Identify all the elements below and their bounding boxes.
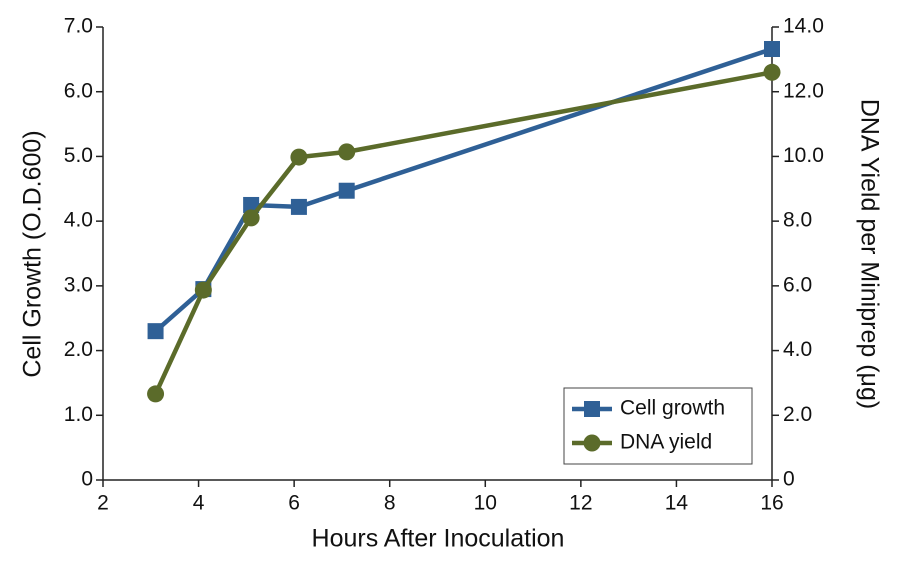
y2-tick-label: 4.0 [783,338,812,361]
y-tick-label: 2.0 [64,338,93,361]
data-point [338,143,356,161]
data-point [147,385,165,403]
y2-tick-label: 8.0 [783,209,812,232]
legend-label: DNA yield [620,431,712,454]
legend-marker [584,401,600,417]
data-point [242,209,260,227]
series-line [153,70,773,395]
x-axis-label: Hours After Inoculation [312,525,565,553]
data-point [763,63,781,81]
x-tick-label: 14 [665,492,689,515]
y-tick-label: 7.0 [64,15,93,38]
y2-tick-label: 2.0 [783,403,812,426]
x-tick-label: 10 [474,492,497,515]
y-tick-label: 1.0 [64,403,93,426]
y2-tick-label: 6.0 [783,273,812,296]
data-point [147,323,164,340]
y2-axis-label: DNA Yield per Miniprep (μg) [855,99,883,409]
y2-tick-label: 0 [783,468,795,491]
x-tick-label: 16 [760,492,783,515]
legend-marker [583,434,601,452]
y-tick-label: 4.0 [64,209,93,232]
y-tick-label: 6.0 [64,79,93,102]
x-tick-label: 4 [193,492,205,515]
legend-box [563,387,753,465]
y2-tick-label: 12.0 [783,79,824,102]
x-tick-label: 6 [288,492,300,515]
y-tick-label: 3.0 [64,273,93,296]
y-tick-label: 0 [81,468,93,491]
data-point [290,148,308,166]
x-tick-label: 8 [384,492,396,515]
y-axis-label: Cell Growth (O.D.600) [19,130,47,377]
data-point [194,281,212,299]
data-point [338,182,355,199]
x-tick-label: 2 [97,492,109,515]
y2-tick-label: 10.0 [783,144,824,167]
data-point [290,198,307,215]
data-point [764,41,780,58]
legend-label: Cell growth [620,397,725,420]
x-tick-label: 12 [569,492,592,515]
data-point [243,196,260,213]
y2-tick-label: 14.0 [783,15,824,38]
y-tick-label: 5.0 [64,144,93,167]
